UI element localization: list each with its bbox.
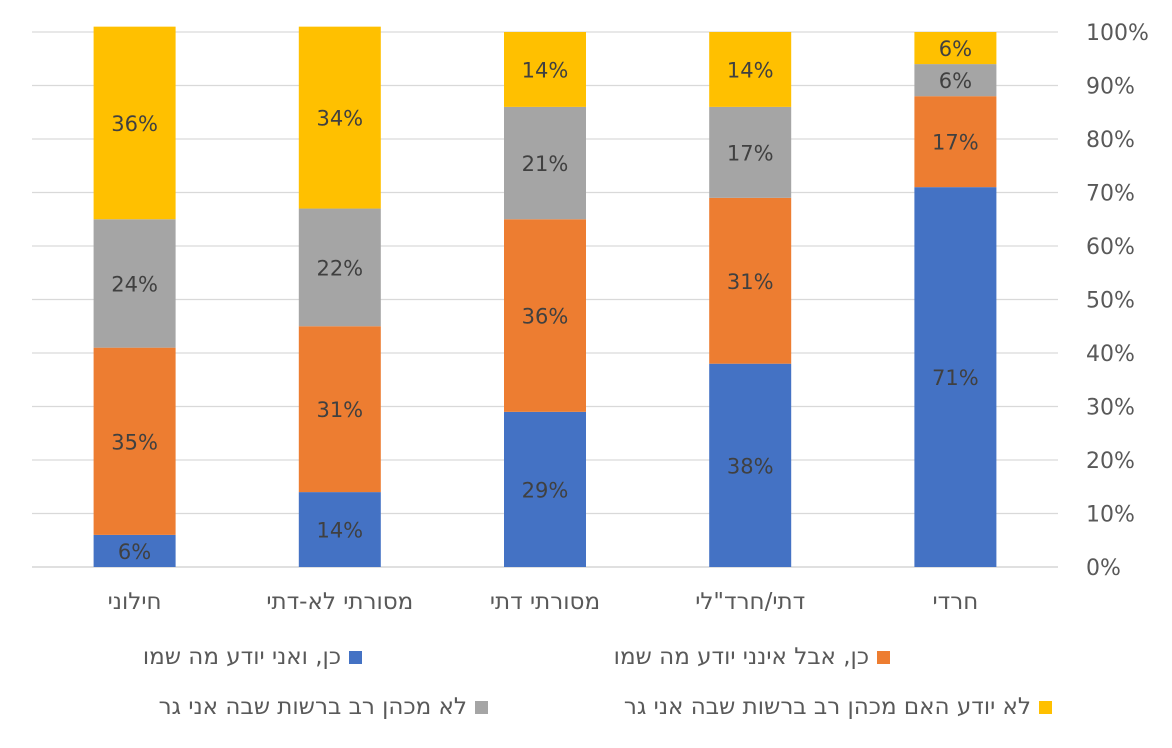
- bar-segment: [914, 96, 997, 188]
- data-label: 14%: [727, 58, 774, 82]
- data-label: 22%: [316, 256, 363, 280]
- y-tick-label: 0%: [1086, 556, 1121, 581]
- y-tick-label: 80%: [1086, 128, 1135, 153]
- y-tick-label: 30%: [1086, 396, 1135, 421]
- data-label: 6%: [939, 37, 972, 61]
- legend-item-series-3: לא מכהן רב ברשות שבה אני גר: [159, 694, 488, 720]
- data-label: 36%: [522, 305, 569, 329]
- y-tick-label: 50%: [1086, 289, 1135, 314]
- y-tick-label: 70%: [1086, 182, 1135, 207]
- bar-segment: [504, 411, 586, 567]
- x-tick-label: חילוני: [108, 589, 162, 615]
- bar-segment: [914, 32, 997, 65]
- legend-label: לא יודע האם מכהן רב ברשות שבה אני גר: [623, 694, 1031, 720]
- bar-segment: [504, 32, 586, 107]
- y-tick-label: 100%: [1086, 21, 1149, 46]
- data-label: 17%: [932, 131, 979, 155]
- legend-label: לא מכהן רב ברשות שבה אני גר: [158, 694, 467, 720]
- data-label: 31%: [727, 270, 774, 294]
- bar-segment: [914, 187, 997, 567]
- data-label: 29%: [522, 478, 569, 502]
- bars: [93, 26, 997, 567]
- legend-swatch: [877, 650, 890, 664]
- bar-segment: [709, 32, 792, 107]
- data-label: 14%: [522, 58, 569, 82]
- data-label: 71%: [932, 366, 979, 390]
- x-tick-label: מסורתי דתי: [490, 589, 600, 615]
- y-tick-label: 10%: [1086, 503, 1135, 528]
- x-tick-label: דתי/חרד"לי: [695, 589, 805, 615]
- x-tick-label: מסורתי לא-דתי: [266, 589, 413, 615]
- legend-item-series-2: כן, אבל אינני יודע מה שמו: [614, 644, 890, 670]
- legend-label: כן, אבל אינני יודע מה שמו: [613, 644, 869, 670]
- bar-segment: [914, 64, 997, 97]
- data-label: 35%: [111, 430, 158, 454]
- data-label: 14%: [316, 519, 363, 543]
- data-label: 38%: [727, 454, 774, 478]
- data-label: 24%: [111, 272, 158, 296]
- bar-segment: [298, 208, 381, 327]
- bar-segment: [93, 219, 176, 348]
- legend-swatch: [475, 700, 488, 714]
- data-label: 6%: [118, 540, 151, 564]
- bar-segment: [93, 534, 176, 567]
- legend-swatch: [349, 650, 362, 664]
- bar-segment: [298, 326, 381, 493]
- data-label: 6%: [939, 69, 972, 93]
- y-axis-ticks: 0% 10% 20% 30% 40% 50% 60% 70% 80% 90% 100%: [1086, 21, 1149, 581]
- y-tick-label: 60%: [1086, 235, 1135, 260]
- data-labels: 71% 17% 6% 6% 38% 31% 17% 14% 29% 36% 21% 14% 14% 31%…: [111, 37, 978, 564]
- data-label: 21%: [522, 152, 569, 176]
- bar-segment: [709, 363, 792, 567]
- bar-segment: [298, 26, 381, 209]
- legend-item-series-1: כן, ואני יודע מה שמו: [143, 644, 362, 670]
- bar-segment: [298, 492, 381, 567]
- bar-segment: [93, 347, 176, 535]
- y-tick-label: 20%: [1086, 449, 1135, 474]
- legend-label: כן, ואני יודע מה שמו: [142, 644, 341, 670]
- legend-item-series-4: לא יודע האם מכהן רב ברשות שבה אני גר: [624, 694, 1052, 720]
- data-label: 34%: [316, 107, 363, 131]
- y-tick-label: 90%: [1086, 75, 1135, 100]
- legend-swatch: [1039, 700, 1052, 714]
- data-label: 31%: [316, 398, 363, 422]
- bar-segment: [504, 106, 586, 220]
- bar-segment: [709, 106, 792, 198]
- data-label: 36%: [111, 112, 158, 136]
- bar-segment: [93, 26, 176, 220]
- x-axis-ticks: חרדי דתי/חרד"לי מסורתי דתי מסורתי לא-דתי חיל…: [108, 589, 979, 615]
- data-label: 17%: [727, 141, 774, 165]
- bar-segment: [504, 219, 586, 412]
- x-tick-label: חרדי: [933, 589, 979, 615]
- bar-segment: [709, 197, 792, 364]
- y-tick-label: 40%: [1086, 342, 1135, 367]
